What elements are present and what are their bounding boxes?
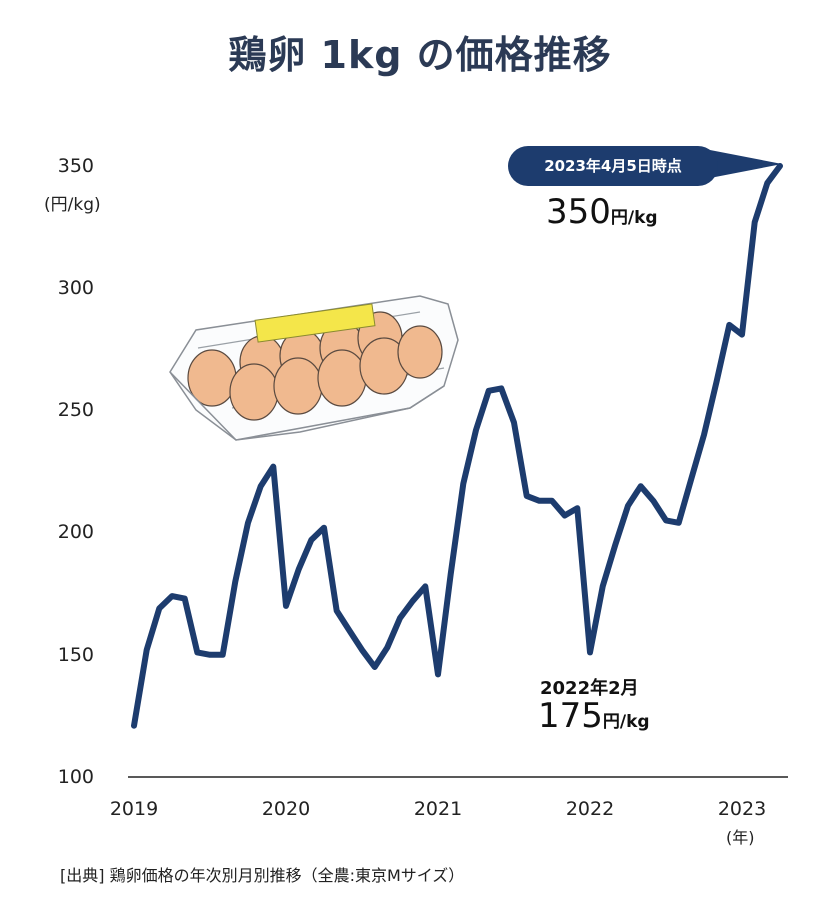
y-tick-label: 300 (57, 277, 94, 299)
chart-title: 鶏卵 1kg の価格推移 (228, 33, 612, 77)
note-date: 2022年2月 (540, 678, 639, 699)
x-tick-label: 2023 (717, 798, 767, 820)
y-axis-unit: (円/kg) (44, 195, 101, 215)
x-tick-label: 2022 (565, 798, 615, 820)
callout-pointer (710, 150, 782, 178)
note-unit: 円/kg (602, 712, 650, 732)
callout-value: 350円/kg (546, 192, 658, 232)
note-number: 175 (538, 696, 603, 736)
callout-number: 350 (546, 192, 611, 232)
x-tick-label: 2020 (261, 798, 311, 820)
x-tick-label: 2021 (413, 798, 463, 820)
callout-badge: 2023年4月5日時点 (508, 146, 718, 186)
callout-unit: 円/kg (610, 208, 658, 228)
note-value: 175円/kg (538, 696, 650, 736)
x-tick-label: 2019 (109, 798, 159, 820)
y-tick-label: 350 (57, 155, 94, 177)
y-tick-label: 200 (57, 521, 94, 543)
source-note: [出典] 鶏卵価格の年次別月別推移（全農:東京Mサイズ） (60, 866, 465, 885)
x-axis-unit: (年) (726, 828, 755, 847)
series-line (131, 163, 783, 729)
egg-carton-illustration (169, 295, 459, 441)
y-tick-label: 250 (57, 399, 94, 421)
y-tick-label: 100 (57, 766, 94, 788)
y-tick-label: 150 (57, 644, 94, 666)
